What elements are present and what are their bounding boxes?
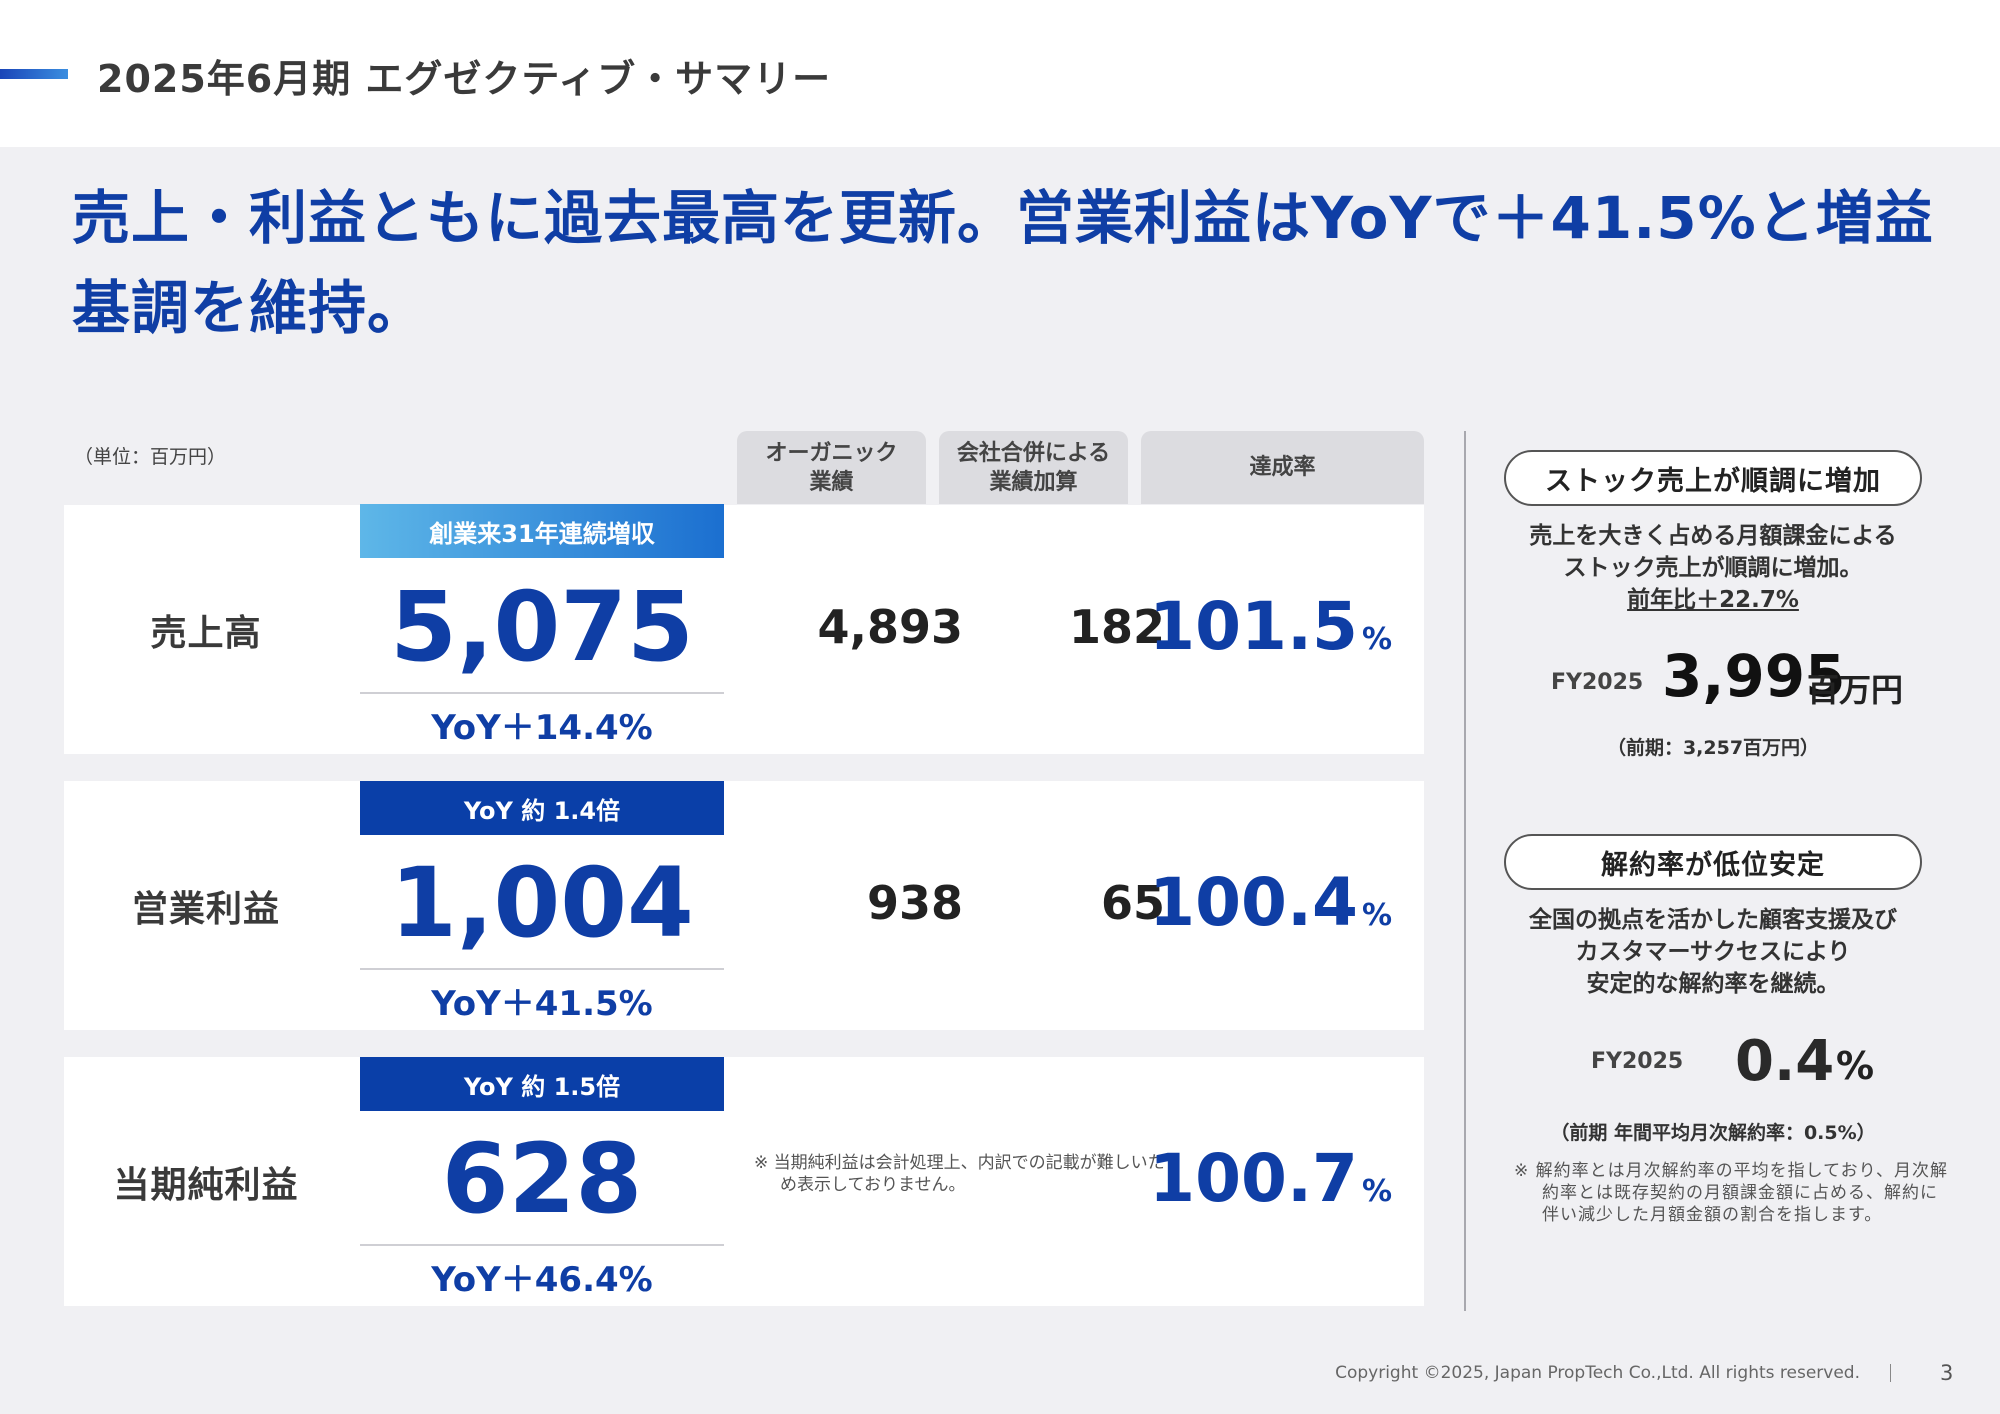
stock-desc-3: 前年比＋22.7% <box>1470 584 1956 616</box>
churn-desc-1: 全国の拠点を活かした顧客支援及び <box>1529 907 1897 933</box>
yoy-value: YoY＋14.4% <box>431 708 653 748</box>
stock-yoy-underlined: 前年比＋22.7% <box>1627 587 1799 613</box>
copyright: Copyright ©2025, Japan PropTech Co.,Ltd.… <box>1335 1363 1860 1383</box>
stock-prev: （前期：3,257百万円） <box>1606 737 1820 759</box>
row-sales: 売上高 創業来31年連続増収 5,075 YoY＋14.4% 4,893 182… <box>64 504 1424 754</box>
main-value: 1,004 <box>390 847 694 959</box>
achievement-rate: 100.4% <box>1074 864 1392 941</box>
churn-note: ※ 解約率とは月次解約率の平均を指しており、月次解約率とは既存契約の月額課金額に… <box>1514 1161 1948 1225</box>
churn-pill: 解約率が低位安定 <box>1504 834 1922 890</box>
row-operating-profit: 営業利益 YoY 約 1.4倍 1,004 YoY＋41.5% 938 65 1… <box>64 781 1424 1030</box>
rate-value: 100.4 <box>1149 864 1358 941</box>
organic-value: 938 <box>866 876 963 930</box>
stock-pill: ストック売上が順調に増加 <box>1504 450 1922 506</box>
headline: 売上・利益ともに過去最高を更新。営業利益はYoYで＋41.5%と増益基調を維持。 <box>72 184 1934 342</box>
organic-value: 4,893 <box>817 600 963 654</box>
churn-unit: % <box>1836 1044 1875 1088</box>
yoy-value: YoY＋46.4% <box>431 1260 653 1300</box>
yoy-value: YoY＋41.5% <box>431 984 653 1024</box>
badge: 創業来31年連続増収 <box>360 504 724 558</box>
stock-fy-label: FY2025 <box>1551 670 1644 695</box>
churn-desc-3: 安定的な解約率を継続。 <box>1586 971 1840 997</box>
achievement-rate: 100.7% <box>1074 1140 1392 1217</box>
churn-prev: （前期 年間平均月次解約率：0.5%） <box>1550 1122 1876 1144</box>
unit-label: （単位：百万円） <box>74 446 227 468</box>
badge: YoY 約 1.4倍 <box>360 781 724 835</box>
rate-value: 100.7 <box>1149 1140 1358 1217</box>
badge: YoY 約 1.5倍 <box>360 1057 724 1111</box>
col-header-organic: オーガニック 業績 <box>737 431 926 504</box>
page-number: 3 <box>1940 1361 1954 1385</box>
net-income-note: ※ 当期純利益は会計処理上、内訳での記載が難しいため表示しておりません。 <box>754 1153 1165 1195</box>
divider <box>360 1244 724 1246</box>
stock-value: 3,995 <box>1662 642 1846 710</box>
col-header-achievement: 達成率 <box>1141 431 1424 504</box>
row-label: 営業利益 <box>131 888 280 930</box>
churn-value: 0.4 <box>1735 1029 1835 1094</box>
col-header-merger: 会社合併による 業績加算 <box>939 431 1128 504</box>
divider <box>360 692 724 694</box>
divider <box>360 968 724 970</box>
footer-divider <box>1890 1364 1891 1382</box>
header-bar <box>0 0 2000 147</box>
stock-desc-2: ストック売上が順調に増加。 <box>1563 555 1863 581</box>
stock-unit: 百万円 <box>1807 671 1904 709</box>
row-label: 当期純利益 <box>113 1164 299 1206</box>
vertical-divider <box>1464 431 1466 1311</box>
rate-unit: % <box>1361 622 1392 657</box>
row-label: 売上高 <box>150 612 262 654</box>
achievement-rate: 101.5% <box>1074 588 1392 665</box>
main-value: 628 <box>441 1123 643 1235</box>
row-net-income: 当期純利益 YoY 約 1.5倍 628 YoY＋46.4% ※ 当期純利益は会… <box>64 1057 1424 1306</box>
rate-value: 101.5 <box>1149 588 1358 665</box>
churn-desc-2: カスタマーサクセスにより <box>1575 939 1851 965</box>
merger-value: 182 <box>1068 600 1165 654</box>
rate-unit: % <box>1361 898 1392 933</box>
churn-fy-label: FY2025 <box>1591 1049 1684 1074</box>
merger-value: 65 <box>1100 876 1165 930</box>
stock-desc-1: 売上を大きく占める月額課金による <box>1529 523 1897 549</box>
header-accent-bar <box>0 69 68 79</box>
main-value: 5,075 <box>390 571 694 683</box>
rate-unit: % <box>1361 1174 1392 1209</box>
page-title: 2025年6月期 エグゼクティブ・サマリー <box>97 57 832 101</box>
